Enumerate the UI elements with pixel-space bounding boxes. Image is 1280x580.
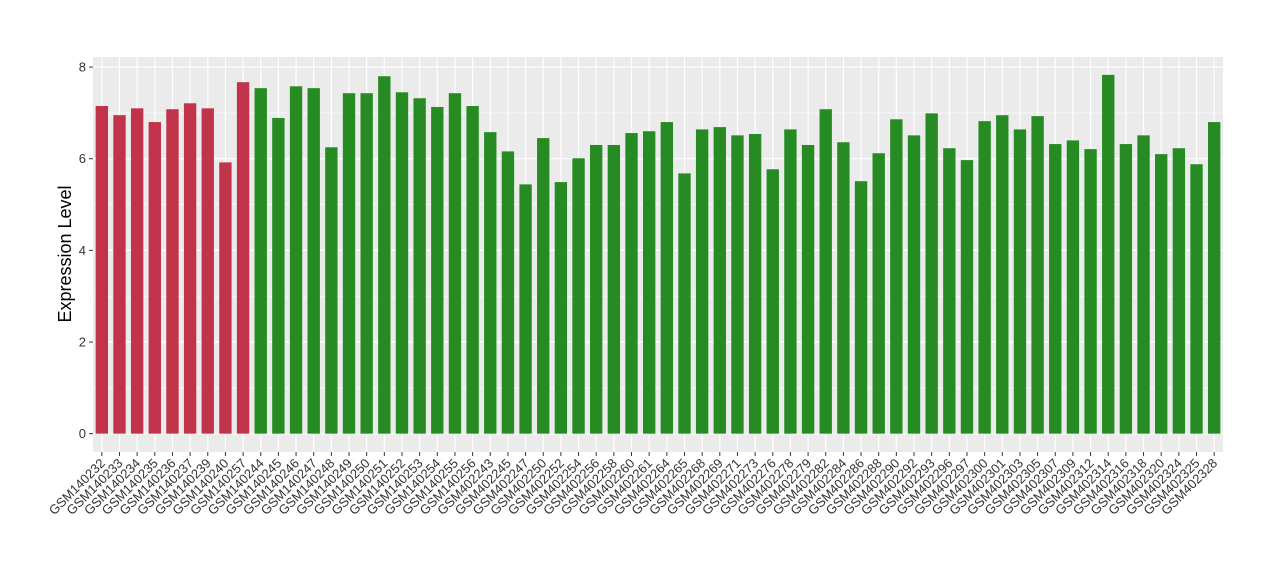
bar-GSM402297 bbox=[960, 160, 974, 434]
bar-GSM140248 bbox=[325, 147, 338, 434]
bar-GSM402269 bbox=[713, 127, 726, 434]
bar-GSM140239 bbox=[201, 108, 214, 434]
bar-GSM402284 bbox=[837, 142, 850, 434]
bar-GSM140247 bbox=[307, 88, 320, 434]
bar-GSM402293 bbox=[925, 113, 938, 434]
bar-GSM402276 bbox=[766, 169, 779, 434]
bar-GSM140237 bbox=[183, 103, 197, 434]
bar-GSM402245 bbox=[501, 151, 515, 434]
bar-GSM402318 bbox=[1137, 135, 1150, 434]
bar-GSM402264 bbox=[660, 122, 674, 434]
bar-GSM140236 bbox=[166, 109, 179, 434]
y-tick-label: 6 bbox=[79, 151, 86, 166]
bar-GSM140255 bbox=[448, 93, 462, 434]
bar-GSM140246 bbox=[289, 86, 303, 434]
bar-GSM402324 bbox=[1172, 148, 1186, 434]
bar-GSM402282 bbox=[819, 109, 832, 434]
bar-GSM402286 bbox=[854, 181, 868, 434]
bar-GSM402301 bbox=[996, 115, 1009, 434]
bar-GSM402316 bbox=[1119, 144, 1133, 434]
bar-GSM402314 bbox=[1102, 74, 1115, 434]
bar-GSM402243 bbox=[484, 132, 497, 434]
bar-GSM402305 bbox=[1031, 116, 1044, 434]
bar-GSM402290 bbox=[890, 119, 903, 434]
bar-GSM402265 bbox=[678, 173, 691, 434]
bar-GSM140234 bbox=[130, 108, 144, 434]
y-tick-label: 2 bbox=[79, 335, 86, 350]
bar-GSM402261 bbox=[642, 131, 656, 434]
y-axis-label: Expression Level bbox=[55, 185, 75, 322]
bar-GSM402278 bbox=[784, 129, 797, 434]
bar-GSM140244 bbox=[254, 88, 267, 434]
bar-GSM140251 bbox=[378, 76, 391, 434]
bar-GSM140233 bbox=[113, 115, 126, 434]
bar-GSM402307 bbox=[1049, 144, 1062, 434]
bar-GSM140245 bbox=[272, 117, 285, 434]
bar-GSM140235 bbox=[148, 122, 161, 434]
bar-GSM140253 bbox=[413, 98, 426, 434]
bar-GSM402279 bbox=[801, 144, 815, 434]
y-tick-label: 0 bbox=[79, 426, 86, 441]
bar-GSM402260 bbox=[625, 133, 638, 434]
bar-GSM402320 bbox=[1155, 154, 1168, 434]
bar-GSM402300 bbox=[978, 121, 991, 434]
bars bbox=[95, 74, 1221, 434]
bar-GSM402256 bbox=[590, 144, 603, 434]
bar-GSM140252 bbox=[395, 92, 409, 434]
bar-GSM402273 bbox=[748, 133, 762, 434]
bar-GSM140249 bbox=[342, 93, 356, 434]
bar-GSM402268 bbox=[695, 129, 709, 434]
y-tick-label: 4 bbox=[79, 243, 86, 258]
y-axis: 0 2 4 6 8 bbox=[79, 60, 93, 441]
x-axis: GSM140232GSM140233GSM140234GSM140235GSM1… bbox=[46, 452, 1220, 518]
bar-GSM402292 bbox=[907, 135, 921, 434]
bar-GSM402328 bbox=[1207, 122, 1221, 434]
bar-GSM402258 bbox=[607, 144, 621, 434]
bar-GSM140256 bbox=[466, 106, 479, 434]
bar-GSM402309 bbox=[1066, 140, 1080, 434]
bar-GSM140240 bbox=[219, 162, 232, 434]
bar-GSM402250 bbox=[537, 138, 550, 434]
bar-GSM402288 bbox=[872, 153, 885, 434]
bar-GSM402303 bbox=[1013, 129, 1027, 434]
y-tick-label: 8 bbox=[79, 60, 86, 75]
bar-GSM402312 bbox=[1084, 149, 1097, 434]
bar-GSM140232 bbox=[95, 106, 109, 434]
bar-GSM402252 bbox=[554, 182, 568, 434]
bar-GSM140254 bbox=[431, 106, 444, 434]
bar-GSM140257 bbox=[236, 82, 250, 434]
bar-GSM402296 bbox=[943, 148, 956, 434]
bar-GSM402247 bbox=[519, 184, 532, 434]
bar-GSM402254 bbox=[572, 158, 585, 434]
bar-GSM402271 bbox=[731, 135, 744, 434]
bar-GSM140250 bbox=[360, 93, 373, 434]
bar-GSM402325 bbox=[1190, 164, 1203, 434]
